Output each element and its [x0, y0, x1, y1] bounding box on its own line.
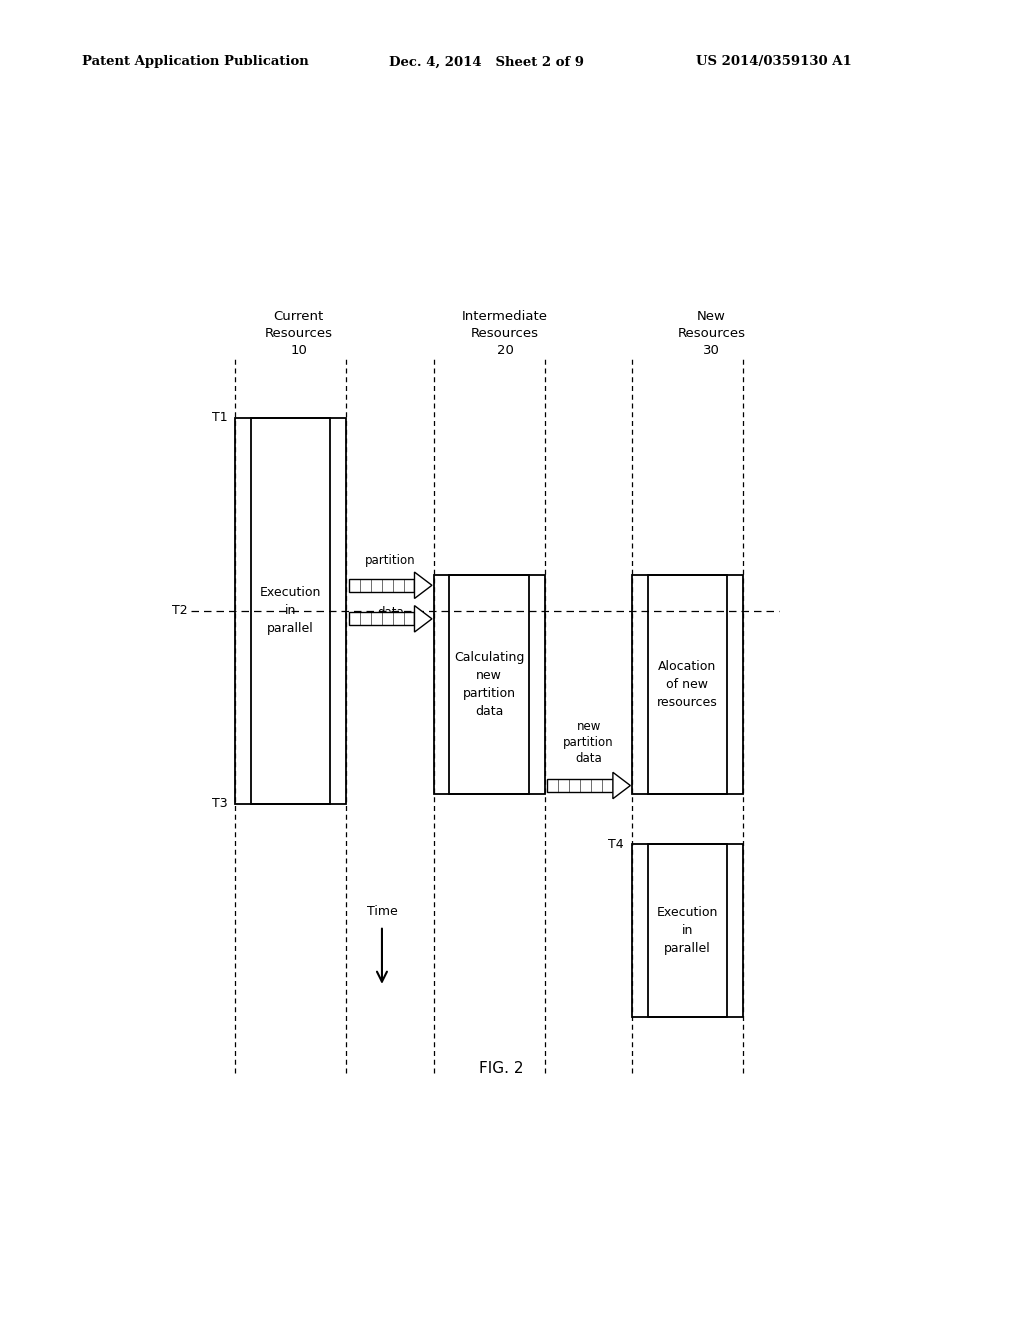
Text: Calculating
new
partition
data: Calculating new partition data: [454, 651, 524, 718]
Bar: [648, 576, 727, 793]
Bar: [547, 779, 613, 792]
Text: data: data: [377, 606, 403, 619]
Text: partition: partition: [365, 554, 416, 568]
Text: T1: T1: [212, 411, 227, 424]
Text: US 2014/0359130 A1: US 2014/0359130 A1: [696, 55, 852, 69]
Text: New
Resources
30: New Resources 30: [677, 310, 745, 356]
Text: Execution
in
parallel: Execution in parallel: [656, 907, 718, 956]
Text: T4: T4: [608, 838, 624, 851]
Bar: [648, 845, 727, 1018]
Bar: [348, 578, 415, 591]
Text: Current
Resources
10: Current Resources 10: [264, 310, 333, 356]
Bar: [632, 576, 743, 793]
Bar: [632, 845, 743, 1018]
Text: T3: T3: [212, 797, 227, 810]
Text: Patent Application Publication: Patent Application Publication: [82, 55, 308, 69]
Bar: [450, 576, 528, 793]
Polygon shape: [415, 572, 432, 598]
Text: Intermediate
Resources
20: Intermediate Resources 20: [462, 310, 548, 356]
Bar: [433, 576, 545, 793]
Text: Alocation
of new
resources: Alocation of new resources: [657, 660, 718, 709]
Text: new
partition
data: new partition data: [563, 721, 614, 766]
Bar: [348, 612, 415, 626]
Polygon shape: [415, 606, 432, 632]
Bar: [251, 417, 331, 804]
Bar: [236, 417, 346, 804]
Text: FIG. 2: FIG. 2: [479, 1060, 523, 1076]
Polygon shape: [613, 772, 631, 799]
Text: Dec. 4, 2014   Sheet 2 of 9: Dec. 4, 2014 Sheet 2 of 9: [389, 55, 584, 69]
Text: Time: Time: [367, 904, 397, 917]
Text: Execution
in
parallel: Execution in parallel: [260, 586, 322, 635]
Text: T2: T2: [172, 605, 187, 618]
